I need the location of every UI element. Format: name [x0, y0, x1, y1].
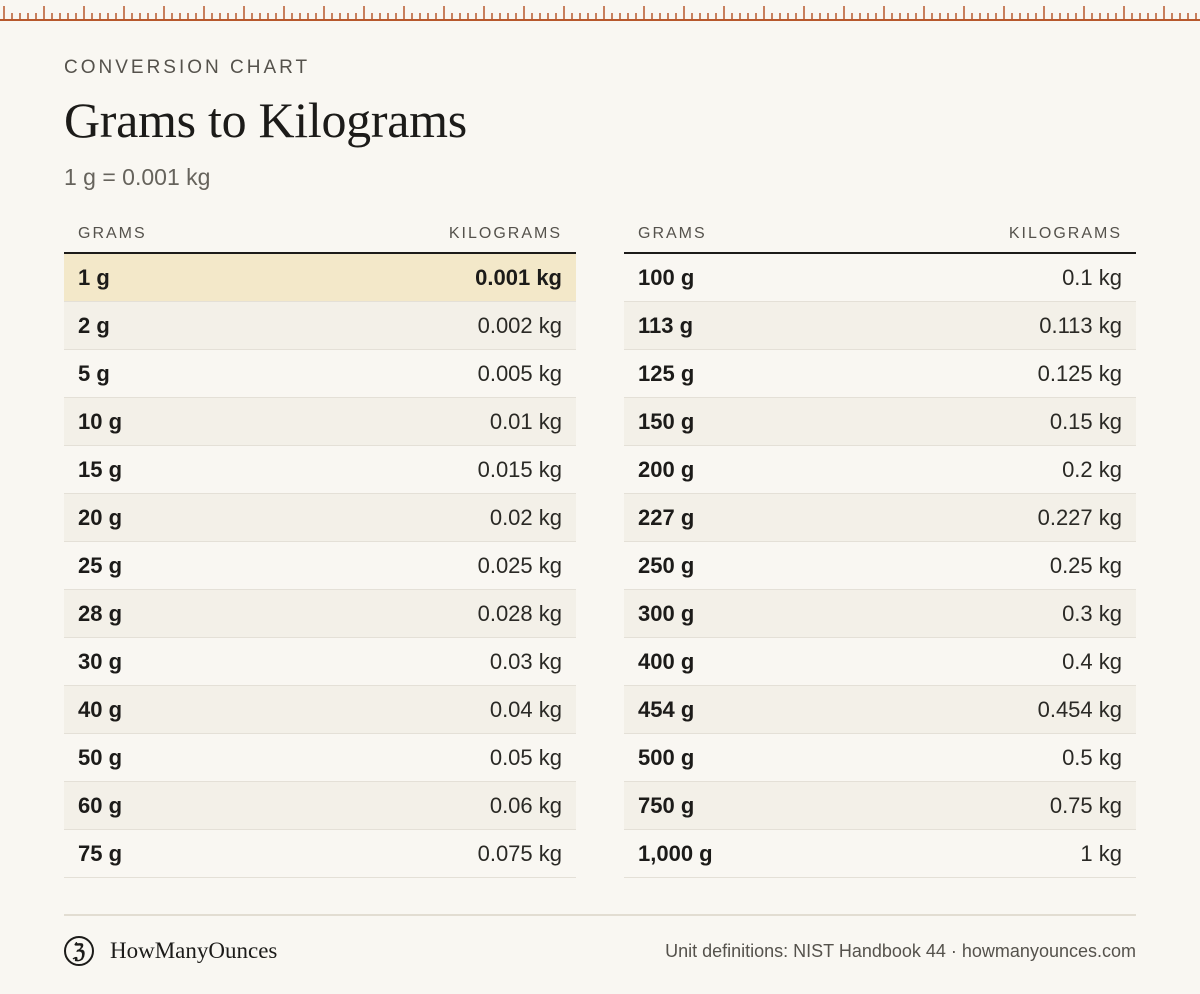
kilograms-value: 0.028 kg	[477, 600, 562, 626]
kilograms-value: 0.75 kg	[1049, 792, 1122, 818]
table-row: 100 g 0.1 kg	[624, 254, 1136, 302]
grams-value: 30 g	[78, 648, 123, 674]
table-row: 50 g 0.05 kg	[64, 734, 576, 782]
kilograms-value: 0.113 kg	[1039, 312, 1122, 338]
table-row: 2 g 0.002 kg	[64, 302, 576, 350]
table-row-highlighted: 1 g 0.001 kg	[64, 254, 576, 302]
table-row: 500 g 0.5 kg	[624, 734, 1136, 782]
kilograms-value: 0.002 kg	[477, 312, 562, 338]
table-row: 60 g 0.06 kg	[64, 782, 576, 830]
grams-value: 125 g	[638, 360, 695, 386]
kilograms-value: 0.25 kg	[1049, 552, 1122, 578]
page-title: Grams to Kilograms	[64, 92, 467, 148]
kilograms-value: 0.1 kg	[1062, 264, 1122, 290]
grams-value: 400 g	[638, 648, 695, 674]
kilograms-value: 0.04 kg	[489, 696, 562, 722]
table-row: 400 g 0.4 kg	[624, 638, 1136, 686]
table-row: 40 g 0.04 kg	[64, 686, 576, 734]
table-row: 125 g 0.125 kg	[624, 350, 1136, 398]
kilograms-value: 0.005 kg	[477, 360, 562, 386]
grams-column-header: GRAMS	[638, 225, 707, 242]
table-row: 113 g 0.113 kg	[624, 302, 1136, 350]
table-row: 5 g 0.005 kg	[64, 350, 576, 398]
kilograms-value: 0.001 kg	[475, 264, 562, 290]
table-row: 250 g 0.25 kg	[624, 542, 1136, 590]
kilograms-value: 0.01 kg	[489, 408, 562, 434]
grams-value: 10 g	[78, 408, 123, 434]
conversion-table-left: GRAMS KILOGRAMS 1 g 0.001 kg 2 g 0.002 kg 5 …	[64, 216, 576, 878]
grams-value: 300 g	[638, 600, 695, 626]
kilograms-value: 0.5 kg	[1062, 744, 1122, 770]
grams-value: 1,000 g	[638, 840, 713, 866]
grams-value: 60 g	[78, 792, 123, 818]
grams-value: 200 g	[638, 456, 695, 482]
grams-value: 2 g	[78, 312, 110, 338]
grams-value: 1 g	[78, 264, 110, 290]
kilograms-value: 0.227 kg	[1037, 504, 1122, 530]
kilograms-value: 0.4 kg	[1062, 648, 1122, 674]
table-header: GRAMS KILOGRAMS	[64, 216, 576, 254]
table-row: 25 g 0.025 kg	[64, 542, 576, 590]
kilograms-value: 0.2 kg	[1062, 456, 1122, 482]
grams-value: 750 g	[638, 792, 695, 818]
grams-value: 20 g	[78, 504, 123, 530]
brand[interactable]: ℨ HowManyOunces	[64, 934, 277, 968]
grams-value: 75 g	[78, 840, 123, 866]
grams-value: 5 g	[78, 360, 110, 386]
table-row: 150 g 0.15 kg	[624, 398, 1136, 446]
table-row: 15 g 0.015 kg	[64, 446, 576, 494]
table-body: 1 g 0.001 kg 2 g 0.002 kg 5 g 0.005 kg 10 g 0.0…	[64, 254, 576, 878]
page-header: CONVERSION CHART Grams to Kilograms 1 g …	[64, 56, 1136, 192]
table-row: 750 g 0.75 kg	[624, 782, 1136, 830]
kilograms-value: 0.05 kg	[489, 744, 562, 770]
kilograms-value: 0.025 kg	[477, 552, 562, 578]
table-row: 454 g 0.454 kg	[624, 686, 1136, 734]
grams-value: 100 g	[638, 264, 695, 290]
kilograms-value: 0.06 kg	[489, 792, 562, 818]
grams-value: 15 g	[78, 456, 123, 482]
grams-value: 150 g	[638, 408, 695, 434]
kilograms-value: 0.454 kg	[1037, 696, 1122, 722]
ruler-decoration	[0, 6, 1200, 21]
grams-value: 28 g	[78, 600, 123, 626]
grams-value: 454 g	[638, 696, 695, 722]
grams-value: 50 g	[78, 744, 123, 770]
conversion-table-right: GRAMS KILOGRAMS 100 g 0.1 kg 113 g 0.113 kg…	[624, 216, 1136, 878]
grams-value: 227 g	[638, 504, 695, 530]
table-row: 28 g 0.028 kg	[64, 590, 576, 638]
eyebrow-label: CONVERSION CHART	[64, 57, 311, 78]
grams-value: 40 g	[78, 696, 123, 722]
brand-name: HowManyOunces	[110, 938, 278, 963]
kilograms-column-header: KILOGRAMS	[1008, 225, 1122, 242]
kilograms-value: 0.075 kg	[477, 840, 562, 866]
table-row: 1,000 g 1 kg	[624, 830, 1136, 878]
table-row: 20 g 0.02 kg	[64, 494, 576, 542]
kilograms-value: 1 kg	[1080, 840, 1122, 866]
kilograms-value: 0.015 kg	[477, 456, 562, 482]
table-body: 100 g 0.1 kg 113 g 0.113 kg 125 g 0.125 kg 150…	[624, 254, 1136, 878]
conversion-formula: 1 g = 0.001 kg	[64, 164, 211, 190]
grams-value: 25 g	[78, 552, 123, 578]
table-header: GRAMS KILOGRAMS	[624, 216, 1136, 254]
kilograms-value: 0.02 kg	[489, 504, 562, 530]
table-row: 10 g 0.01 kg	[64, 398, 576, 446]
grams-value: 113 g	[638, 312, 694, 338]
kilograms-value: 0.125 kg	[1037, 360, 1122, 386]
table-row: 75 g 0.075 kg	[64, 830, 576, 878]
kilograms-value: 0.15 kg	[1049, 408, 1122, 434]
table-row: 200 g 0.2 kg	[624, 446, 1136, 494]
grams-value: 500 g	[638, 744, 695, 770]
table-row: 300 g 0.3 kg	[624, 590, 1136, 638]
ounce-logo-icon: ℨ	[64, 936, 94, 966]
footer-divider	[64, 914, 1136, 916]
table-row: 30 g 0.03 kg	[64, 638, 576, 686]
table-row: 227 g 0.227 kg	[624, 494, 1136, 542]
source-credit: Unit definitions: NIST Handbook 44 · how…	[665, 941, 1136, 961]
kilograms-column-header: KILOGRAMS	[448, 225, 562, 242]
grams-column-header: GRAMS	[78, 225, 147, 242]
kilograms-value: 0.3 kg	[1062, 600, 1122, 626]
grams-value: 250 g	[638, 552, 695, 578]
kilograms-value: 0.03 kg	[489, 648, 562, 674]
